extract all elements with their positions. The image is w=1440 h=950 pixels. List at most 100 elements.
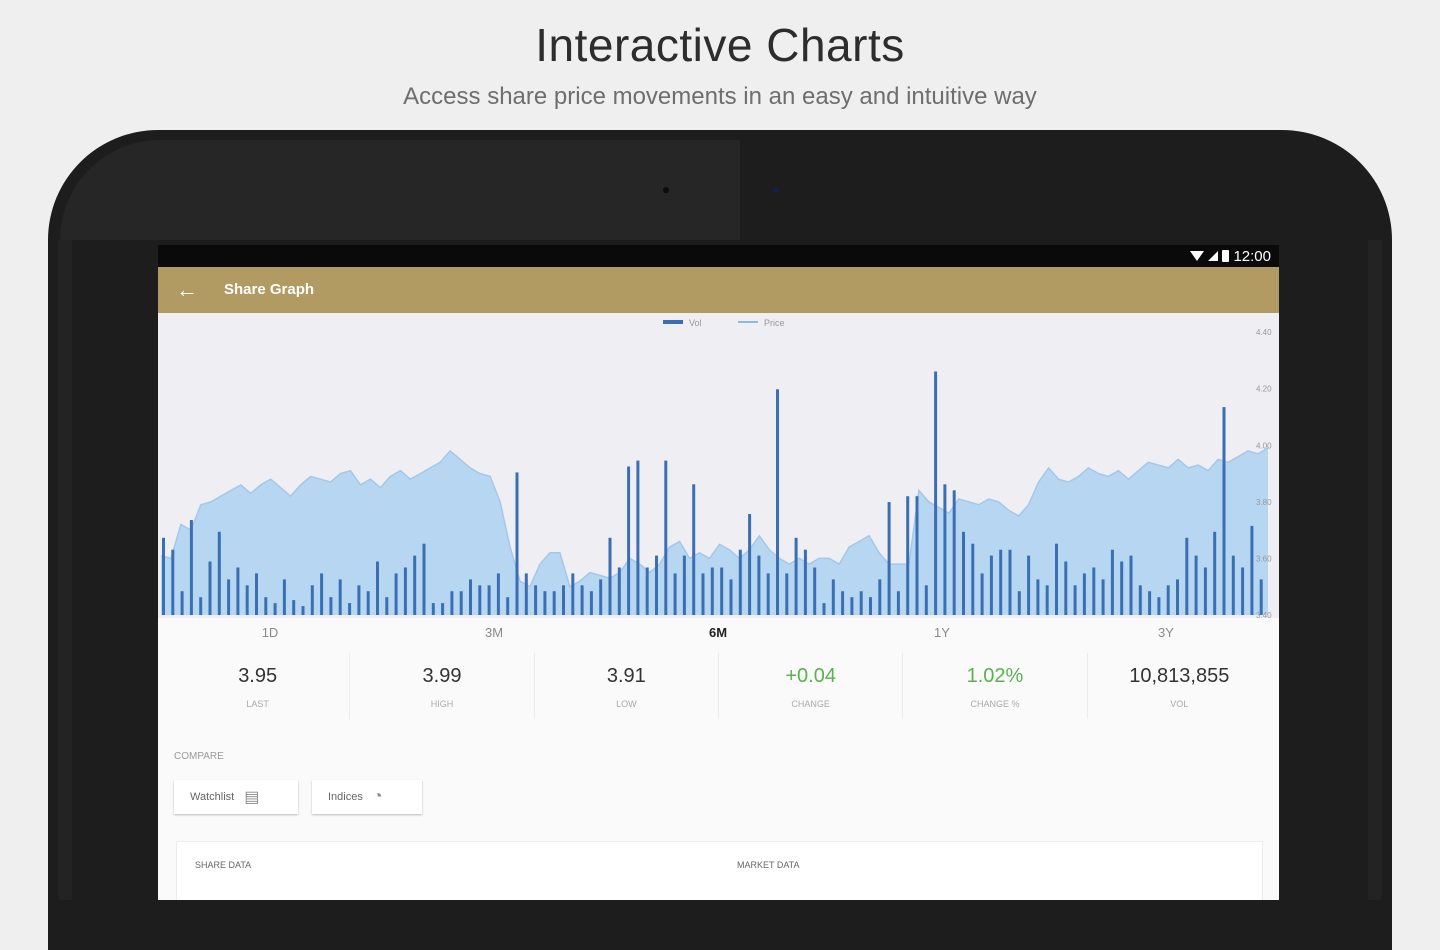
volume-bar bbox=[534, 585, 538, 615]
volume-bar bbox=[915, 496, 919, 615]
volume-bar bbox=[989, 555, 993, 615]
watchlist-button[interactable]: Watchlist ▤ bbox=[174, 780, 298, 814]
volume-bar bbox=[599, 579, 603, 615]
market-data-label: MARKET DATA bbox=[737, 860, 800, 870]
volume-bar bbox=[264, 597, 268, 615]
volume-bar bbox=[403, 567, 407, 615]
volume-bar bbox=[813, 567, 817, 615]
volume-bar bbox=[617, 567, 621, 615]
volume-bar bbox=[217, 531, 221, 615]
volume-bar bbox=[1017, 591, 1021, 615]
volume-bar bbox=[413, 555, 417, 615]
volume-bar bbox=[478, 585, 482, 615]
volume-bar bbox=[562, 585, 565, 615]
volume-bar bbox=[1138, 585, 1142, 615]
volume-bar bbox=[394, 573, 398, 615]
share-data-label: SHARE DATA bbox=[195, 860, 252, 870]
stat-label: CHANGE bbox=[791, 699, 830, 709]
volume-bar bbox=[1194, 555, 1198, 615]
volume-bar bbox=[841, 591, 845, 615]
volume-bar bbox=[1250, 525, 1254, 615]
volume-bar bbox=[1241, 567, 1245, 615]
volume-bar bbox=[869, 597, 872, 615]
y-tick-label: 3.60 bbox=[1256, 554, 1272, 563]
share-chart[interactable]: Vol Price 4.40 4.20 4.00 3.80 3.60 3.40 bbox=[158, 313, 1279, 618]
volume-bar bbox=[748, 514, 752, 615]
volume-bar bbox=[1092, 567, 1096, 615]
battery-icon bbox=[1222, 250, 1230, 262]
volume-bar bbox=[1110, 549, 1114, 615]
volume-bar bbox=[227, 579, 231, 615]
y-tick-label: 3.80 bbox=[1256, 498, 1272, 507]
volume-bar bbox=[887, 502, 891, 615]
volume-bar bbox=[571, 573, 575, 615]
volume-bar bbox=[171, 549, 175, 615]
volume-bar bbox=[1055, 543, 1058, 615]
volume-bar bbox=[199, 597, 203, 615]
volume-bar bbox=[301, 606, 305, 615]
volume-bar bbox=[310, 585, 314, 615]
volume-bar bbox=[608, 537, 612, 615]
volume-bar bbox=[655, 555, 658, 615]
volume-bar bbox=[282, 579, 286, 615]
volume-bar bbox=[1064, 561, 1068, 615]
volume-bar bbox=[645, 567, 649, 615]
stat-value: 3.99 bbox=[422, 665, 462, 687]
share-chart-svg: Vol Price 4.40 4.20 4.00 3.80 3.60 3.40 bbox=[160, 318, 1272, 618]
volume-bar bbox=[292, 600, 296, 615]
volume-bar bbox=[1203, 567, 1207, 615]
stat-label: HIGH bbox=[430, 699, 454, 709]
pie-chart-icon: ◔ bbox=[372, 788, 383, 805]
tab-3m[interactable]: 3M bbox=[484, 625, 504, 640]
volume-bar bbox=[934, 371, 938, 615]
legend-vol-label: Vol bbox=[689, 318, 702, 328]
volume-bar bbox=[1073, 585, 1077, 615]
indices-label: Indices bbox=[328, 791, 363, 803]
volume-bar bbox=[496, 573, 500, 615]
volume-bar bbox=[664, 460, 668, 615]
volume-bar bbox=[896, 591, 900, 615]
volume-bar bbox=[385, 597, 389, 615]
volume-bar bbox=[1157, 597, 1161, 615]
camera-icon bbox=[773, 187, 779, 193]
indices-button[interactable]: Indices ◔ bbox=[312, 780, 422, 814]
volume-bar bbox=[1231, 555, 1235, 615]
volume-bar bbox=[376, 561, 379, 615]
stat-vol: 10,813,855 VOL bbox=[1088, 653, 1271, 719]
tab-1d[interactable]: 1D bbox=[261, 625, 279, 640]
tab-1y[interactable]: 1Y bbox=[934, 625, 950, 640]
tablet-screen: 12:00 ← Share Graph Vol Price 4.40 4.20 4.… bbox=[158, 245, 1279, 900]
volume-bar bbox=[338, 579, 342, 615]
volume-bar bbox=[459, 591, 463, 615]
volume-bar bbox=[320, 573, 324, 615]
promo-subtitle: Access share price movements in an easy … bbox=[403, 83, 1037, 110]
tab-6m[interactable]: 6M bbox=[708, 625, 728, 640]
volume-bar bbox=[1176, 579, 1179, 615]
volume-bar bbox=[757, 555, 761, 615]
appbar-title: Share Graph bbox=[224, 281, 315, 298]
volume-bar bbox=[766, 573, 770, 615]
back-arrow-icon[interactable]: ← bbox=[176, 277, 198, 302]
stat-label: LAST bbox=[246, 699, 269, 709]
volume-bar bbox=[962, 531, 965, 615]
promo-title: Interactive Charts bbox=[535, 19, 905, 71]
volume-bar bbox=[1082, 573, 1086, 615]
app-bar: ← Share Graph bbox=[158, 267, 1279, 313]
volume-bar bbox=[924, 585, 928, 615]
volume-bar bbox=[589, 591, 593, 615]
volume-bar bbox=[515, 472, 519, 615]
sensor-dot bbox=[663, 187, 669, 193]
stat-change: 1.02% CHANGE % bbox=[903, 653, 1088, 719]
volume-bar bbox=[943, 484, 947, 615]
stat-value: 1.02% bbox=[966, 665, 1024, 687]
legend-vol-swatch bbox=[663, 320, 683, 324]
volume-bar bbox=[878, 579, 882, 615]
tab-3y[interactable]: 3Y bbox=[1158, 625, 1174, 640]
legend-price-label: Price bbox=[764, 318, 785, 328]
volume-bar bbox=[1148, 591, 1152, 615]
stat-change: +0.04 CHANGE bbox=[719, 653, 904, 719]
volume-bar bbox=[487, 585, 491, 615]
volume-bar bbox=[1036, 579, 1040, 615]
status-time: 12:00 bbox=[1233, 247, 1271, 265]
volume-bar bbox=[673, 573, 677, 615]
